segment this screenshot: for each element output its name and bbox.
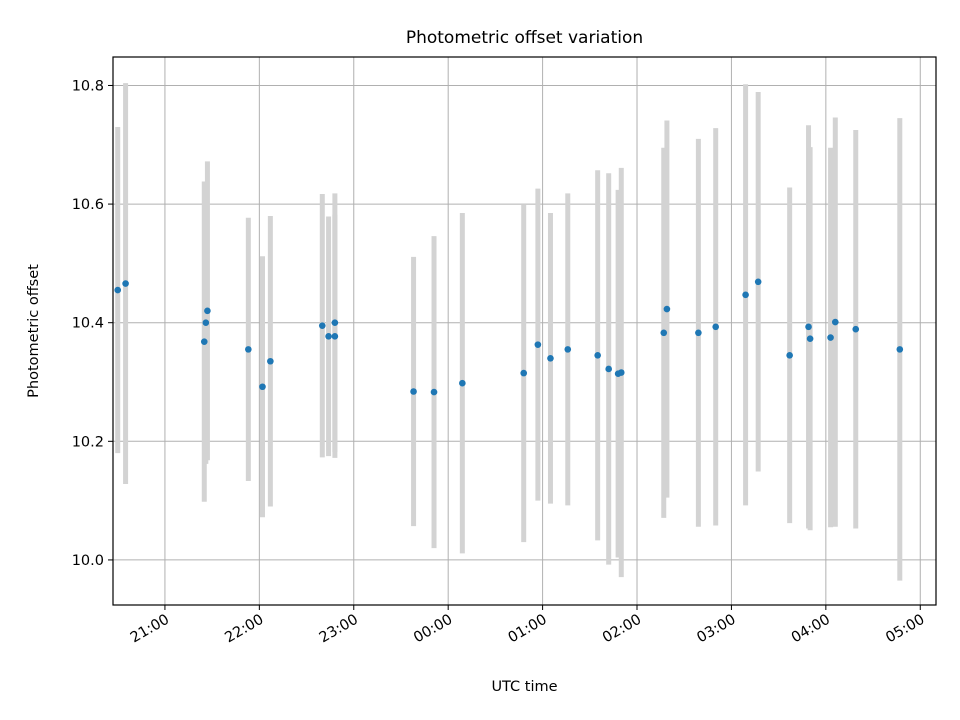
- data-point: [202, 319, 210, 326]
- data-point: [617, 369, 625, 376]
- data-point: [331, 333, 339, 340]
- data-point: [520, 369, 528, 377]
- data-point: [594, 352, 601, 359]
- data-point: [459, 379, 466, 387]
- x-tick-label: 21:00: [128, 612, 172, 647]
- data-point: [331, 319, 339, 326]
- x-tick-label: 02:00: [600, 612, 644, 647]
- data-point: [660, 329, 668, 337]
- y-tick-label: 10.4: [72, 316, 104, 332]
- x-tick-label: 04:00: [789, 612, 833, 647]
- data-point: [831, 318, 839, 326]
- y-tick-label: 10.0: [72, 553, 104, 569]
- data-point: [245, 346, 252, 353]
- data-point: [852, 325, 860, 333]
- x-tick-label: 22:00: [222, 612, 266, 647]
- data-point: [204, 307, 211, 315]
- x-tick-label: 23:00: [317, 612, 361, 647]
- x-tick-label: 05:00: [883, 612, 927, 647]
- data-point: [786, 352, 793, 359]
- data-point: [712, 323, 719, 331]
- y-axis-label: Photometric offset: [26, 264, 42, 398]
- data-point: [200, 338, 208, 345]
- data-point: [663, 305, 671, 313]
- data-point: [122, 280, 129, 287]
- x-tick-label: 00:00: [411, 612, 455, 647]
- data-point: [605, 365, 612, 373]
- y-tick-label: 10.8: [72, 78, 104, 94]
- chart-title: Photometric offset variation: [406, 28, 643, 48]
- data-point: [754, 278, 762, 286]
- data-point: [267, 357, 274, 365]
- x-tick-label: 03:00: [694, 612, 738, 647]
- data-points: [114, 278, 904, 396]
- data-point: [534, 341, 542, 348]
- x-axis-label: UTC time: [491, 679, 557, 695]
- data-point: [896, 346, 904, 353]
- data-point: [695, 329, 702, 337]
- data-point: [547, 354, 554, 362]
- data-point: [564, 346, 572, 353]
- data-point: [259, 383, 266, 391]
- data-point: [114, 286, 122, 294]
- data-point: [806, 335, 814, 343]
- data-point: [410, 388, 417, 395]
- y-axis: 10.0 10.2 10.4 10.6 10.8: [72, 78, 113, 569]
- error-bars: [115, 83, 903, 581]
- data-point: [827, 334, 834, 341]
- y-tick-label: 10.6: [72, 197, 104, 213]
- data-point: [430, 388, 438, 396]
- y-tick-label: 10.2: [72, 434, 104, 450]
- data-point: [325, 333, 332, 340]
- data-point: [805, 323, 812, 331]
- x-tick-label: 01:00: [506, 612, 550, 647]
- plot-frame: [112, 56, 937, 606]
- data-point: [318, 322, 326, 329]
- x-axis: 21:00 22:00 23:00 00:00 01:00 02:00 03:00 04:00…: [128, 605, 927, 647]
- data-point: [742, 291, 749, 299]
